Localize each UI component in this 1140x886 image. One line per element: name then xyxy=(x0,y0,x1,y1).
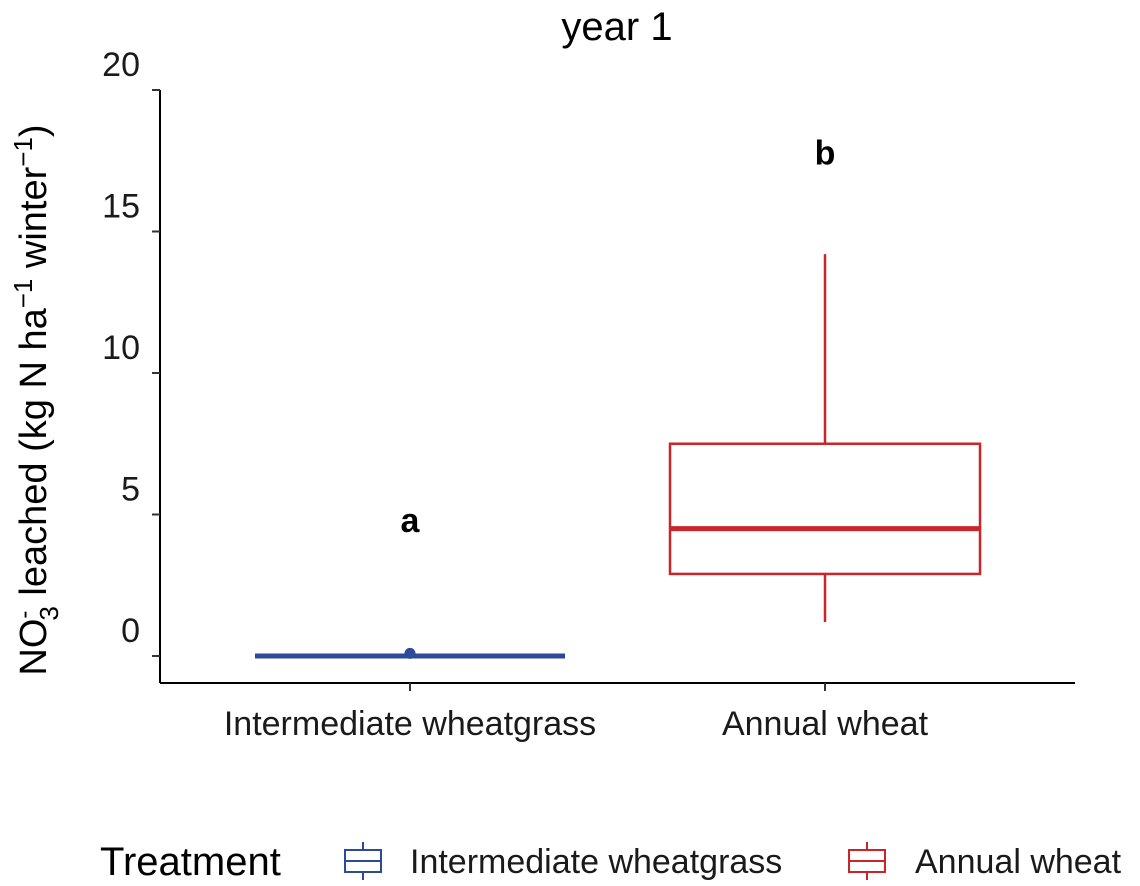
ylabel-exp1: −1 xyxy=(8,279,38,309)
ylabel-exp2: −1 xyxy=(8,137,38,167)
legend-label: Annual wheat xyxy=(915,843,1122,881)
outlier-point xyxy=(404,647,416,659)
chart-title: year 1 xyxy=(561,5,672,49)
box-annual-wheat xyxy=(668,254,982,623)
ylabel-rest2: winter xyxy=(13,166,55,278)
boxes xyxy=(255,254,982,659)
box-iqr xyxy=(668,442,982,576)
significance-letters: ab xyxy=(401,134,836,540)
y-tick-label: 20 xyxy=(102,46,140,84)
legend-item-annual-wheat: Annual wheat xyxy=(848,842,1122,881)
significance-letter: a xyxy=(401,502,421,540)
axes xyxy=(159,90,1075,684)
x-tick-label: Annual wheat xyxy=(722,705,929,743)
y-tick-label: 10 xyxy=(102,329,140,367)
svg-text:NO-3 leached (kg N ha−1 winter: NO-3 leached (kg N ha−1 winter−1) xyxy=(8,124,64,675)
ylabel-sub: 3 xyxy=(34,606,64,620)
legend-title: Treatment xyxy=(100,840,281,884)
legend-item-intermediate-wheatgrass: Intermediate wheatgrass xyxy=(344,842,782,881)
box-intermediate-wheatgrass xyxy=(255,647,565,659)
ylabel-close: ) xyxy=(13,124,55,137)
y-tick-label: 0 xyxy=(121,612,140,650)
significance-letter: b xyxy=(815,134,836,172)
y-axis-label: NO-3 leached (kg N ha−1 winter−1) xyxy=(8,124,64,675)
x-ticks: Intermediate wheatgrass Annual wheat xyxy=(224,683,929,743)
y-ticks: 0 5 10 15 20 xyxy=(102,46,160,657)
y-tick-label: 15 xyxy=(102,188,140,226)
y-tick-label: 5 xyxy=(121,471,140,509)
ylabel-minus: - xyxy=(11,611,38,619)
legend: Treatment Intermediate wheatgrass Annual w… xyxy=(100,840,1122,884)
ylabel-rest1: leached (kg N ha xyxy=(13,307,55,606)
ylabel-main: NO xyxy=(13,619,55,676)
legend-label: Intermediate wheatgrass xyxy=(410,843,782,881)
x-tick-label: Intermediate wheatgrass xyxy=(224,705,596,743)
